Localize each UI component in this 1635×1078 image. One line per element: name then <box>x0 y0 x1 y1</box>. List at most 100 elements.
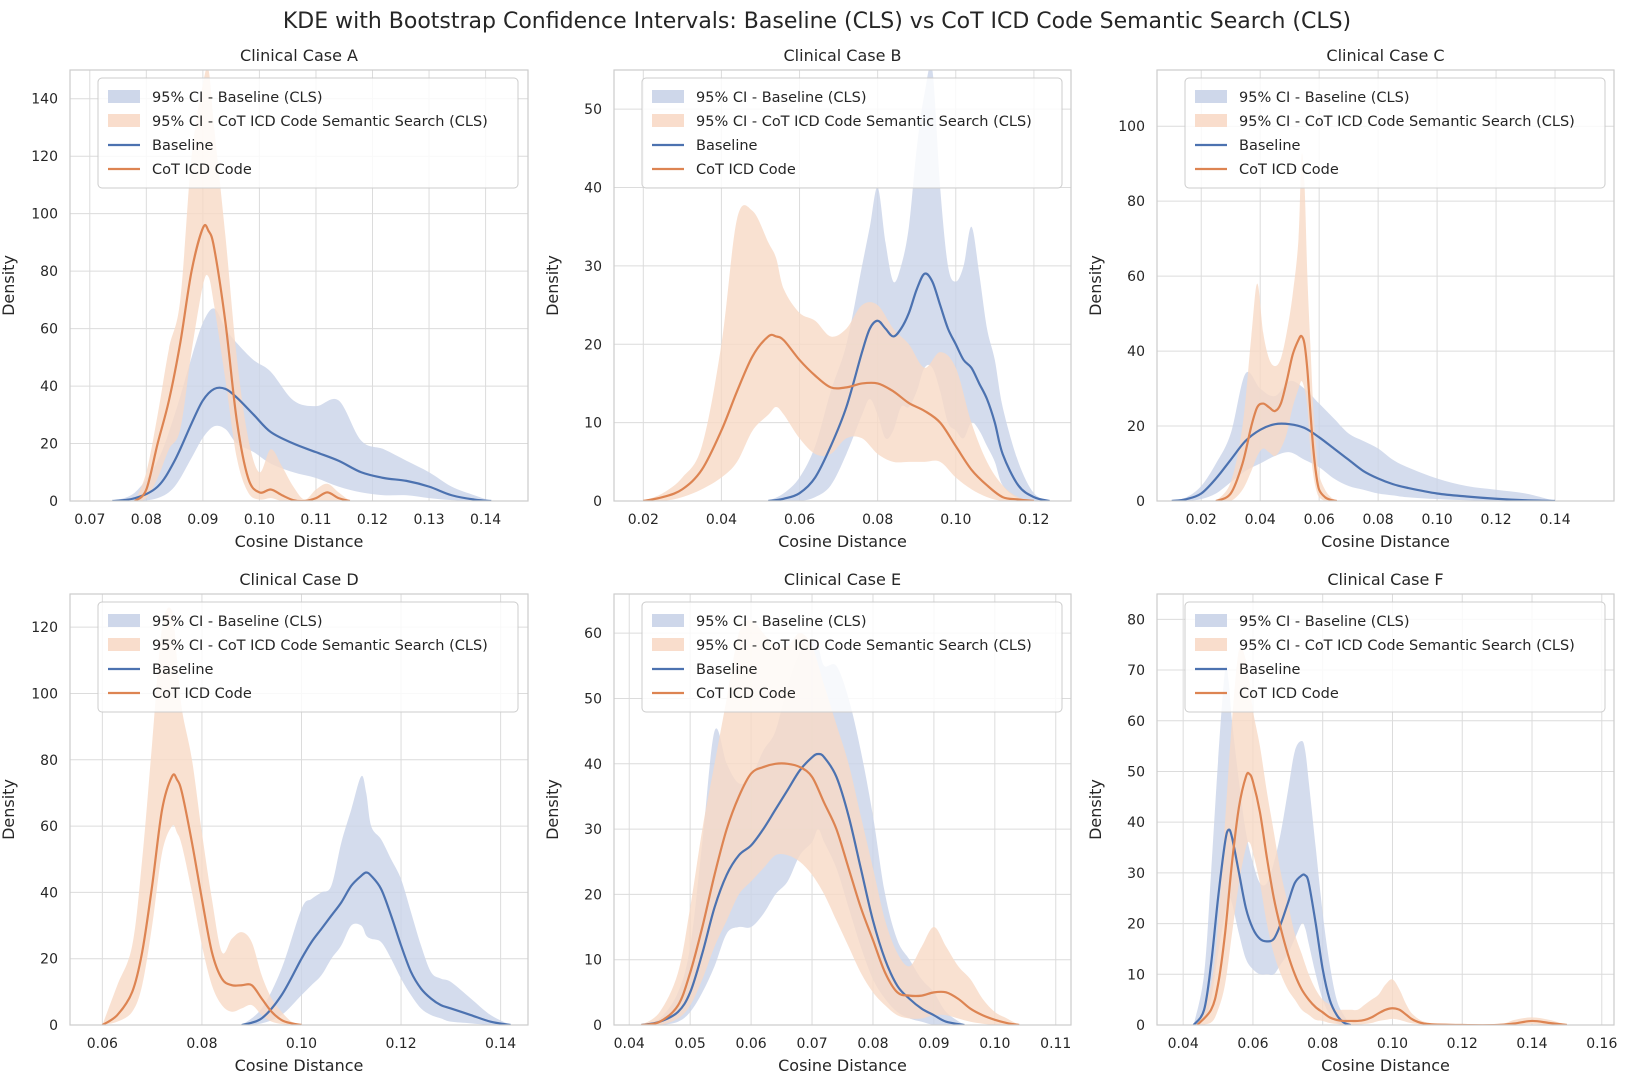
legend-swatch <box>652 114 684 127</box>
series-layer <box>1171 153 1556 501</box>
series-layer <box>1192 646 1568 1025</box>
y-tick-label: 60 <box>1127 714 1145 730</box>
subplot-title: Clinical Case F <box>1327 570 1443 589</box>
subplot-title: Clinical Case E <box>784 570 901 589</box>
x-tick-label: 0.12 <box>385 1036 416 1052</box>
subplot-clinical-case-a: 0.07 0.08 0.09 0.10 0.11 0.12 0.13 0.14 0 20 40 60 8… <box>0 46 529 551</box>
ci-band-cot-icd-code <box>135 70 350 501</box>
legend-swatch <box>1195 90 1227 103</box>
legend-label: Baseline <box>152 138 214 154</box>
legend: 95% CI - Baseline (CLS) 95% CI - CoT ICD … <box>97 77 519 189</box>
legend-label: 95% CI - Baseline (CLS) <box>696 614 867 630</box>
x-tick-label: 0.11 <box>1040 1036 1071 1052</box>
legend-label: 95% CI - CoT ICD Code Semantic Search (C… <box>152 638 488 654</box>
legend-label: 95% CI - Baseline (CLS) <box>152 90 323 106</box>
x-tick-label: 0.10 <box>244 512 275 528</box>
x-tick-label: 0.07 <box>796 1036 827 1052</box>
subplot-clinical-case-e: 0.04 0.05 0.06 0.07 0.08 0.09 0.10 0.11 0 10 20 30 4… <box>543 570 1072 1075</box>
y-tick-label: 0 <box>1136 494 1145 510</box>
y-tick-label: 40 <box>40 379 58 395</box>
x-tick-label: 0.12 <box>1480 512 1511 528</box>
x-tick-label: 0.08 <box>862 512 893 528</box>
legend-label: CoT ICD Code <box>152 162 252 178</box>
x-tick-label: 0.09 <box>187 512 218 528</box>
series-layer <box>643 70 1050 501</box>
x-tick-label: 0.08 <box>131 512 162 528</box>
x-tick-label: 0.04 <box>1168 1036 1199 1052</box>
kde-line-baseline <box>241 871 511 1025</box>
y-tick-label: 70 <box>1127 663 1145 679</box>
kde-line-cot-icd-code <box>1196 771 1568 1025</box>
x-axis-label: Cosine Distance <box>778 1056 907 1075</box>
y-axis-label: Density <box>0 779 18 840</box>
legend: 95% CI - Baseline (CLS) 95% CI - CoT ICD … <box>641 77 1063 189</box>
x-tick-label: 0.05 <box>675 1036 706 1052</box>
y-tick-label: 60 <box>40 819 58 835</box>
x-tick-label: 0.10 <box>286 1036 317 1052</box>
y-tick-label: 20 <box>1127 917 1145 933</box>
y-tick-label: 20 <box>584 337 602 353</box>
y-axis-label: Density <box>543 255 562 316</box>
x-tick-label: 0.12 <box>1018 512 1049 528</box>
axes-frame <box>613 593 1072 1026</box>
x-tick-label: 0.12 <box>357 512 388 528</box>
y-tick-label: 80 <box>1127 194 1145 210</box>
legend-swatch <box>108 638 140 651</box>
legend: 95% CI - Baseline (CLS) 95% CI - CoT ICD … <box>1184 77 1606 189</box>
x-tick-label: 0.04 <box>1245 512 1276 528</box>
y-axis-label: Density <box>0 255 18 316</box>
x-tick-label: 0.06 <box>1304 512 1335 528</box>
kde-line-cot-icd-code <box>641 762 1020 1025</box>
figure-title: KDE with Bootstrap Confidence Intervals:… <box>283 9 1351 34</box>
kde-line-baseline <box>1192 828 1351 1025</box>
x-axis-label: Cosine Distance <box>778 532 907 551</box>
subplot-title: Clinical Case B <box>784 46 902 65</box>
y-axis-label: Density <box>543 779 562 840</box>
x-tick-label: 0.08 <box>1363 512 1394 528</box>
x-tick-label: 0.08 <box>186 1036 217 1052</box>
y-tick-label: 20 <box>1127 419 1145 435</box>
legend-swatch <box>1195 614 1227 627</box>
y-tick-label: 60 <box>1127 269 1145 285</box>
kde-line-cot-icd-code <box>1215 334 1338 501</box>
legend-swatch <box>1195 638 1227 651</box>
legend-label: 95% CI - Baseline (CLS) <box>1239 614 1410 630</box>
y-tick-label: 30 <box>584 259 602 275</box>
y-tick-label: 100 <box>31 207 58 223</box>
x-tick-label: 0.13 <box>413 512 444 528</box>
axes-frame <box>1156 593 1615 1026</box>
legend-swatch <box>652 90 684 103</box>
y-tick-label: 0 <box>593 494 602 510</box>
y-tick-label: 100 <box>31 686 58 702</box>
x-tick-label: 0.07 <box>74 512 105 528</box>
legend-label: CoT ICD Code <box>152 686 252 702</box>
x-tick-label: 0.12 <box>1447 1036 1478 1052</box>
legend-box <box>641 601 1063 713</box>
subplot-clinical-case-d: 0.06 0.08 0.10 0.12 0.14 0 20 40 60 80 100 120 Clini… <box>0 570 529 1075</box>
y-tick-label: 60 <box>584 626 602 642</box>
x-tick-label: 0.06 <box>1237 1036 1268 1052</box>
y-tick-label: 80 <box>40 264 58 280</box>
ci-band-baseline <box>241 775 511 1025</box>
subplot-clinical-case-f: 0.04 0.06 0.08 0.10 0.12 0.14 0.16 0 10 20 30 40 50 6… <box>1086 570 1617 1075</box>
axes-frame <box>69 69 529 502</box>
legend-swatch <box>1195 114 1227 127</box>
legend: 95% CI - Baseline (CLS) 95% CI - CoT ICD … <box>97 601 519 713</box>
legend-label: Baseline <box>152 662 214 678</box>
legend-label: Baseline <box>696 662 758 678</box>
kde-line-cot-icd-code <box>101 773 302 1025</box>
y-tick-label: 20 <box>584 887 602 903</box>
x-tick-label: 0.02 <box>628 512 659 528</box>
kde-line-baseline <box>768 272 1050 501</box>
y-tick-label: 10 <box>584 953 602 969</box>
y-tick-label: 30 <box>584 822 602 838</box>
series-layer <box>112 70 492 501</box>
y-tick-label: 50 <box>1127 764 1145 780</box>
legend-label: CoT ICD Code <box>1239 686 1339 702</box>
x-tick-label: 0.10 <box>979 1036 1010 1052</box>
legend-label: 95% CI - CoT ICD Code Semantic Search (C… <box>696 114 1032 130</box>
y-tick-label: 80 <box>1127 612 1145 628</box>
x-tick-label: 0.10 <box>1377 1036 1408 1052</box>
x-tick-label: 0.06 <box>736 1036 767 1052</box>
